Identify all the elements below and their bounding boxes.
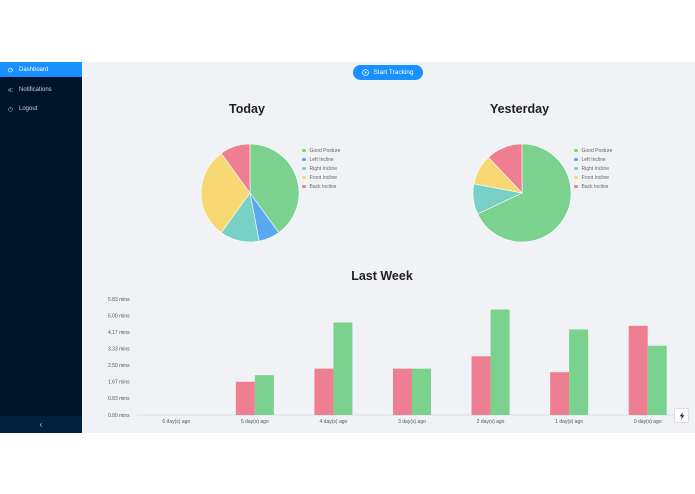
y-tick-label: 2.50 mins [108, 363, 130, 369]
y-tick-label: 0.00 mins [108, 413, 130, 419]
pie-slice-back-incline[interactable] [220, 143, 251, 194]
legend-item-right-incline[interactable]: Right Incline [302, 164, 340, 173]
legend-item-right-incline[interactable]: Right Incline [574, 164, 612, 173]
bar-series-0[interactable] [235, 381, 255, 415]
today-legend: Good Posture Left Incline Right Incline Fro… [302, 146, 340, 191]
logout-icon [8, 106, 13, 111]
legend-label: Good Posture [309, 147, 341, 154]
legend-swatch [574, 175, 578, 180]
sidebar-item-label: Dashboard [19, 66, 49, 73]
x-tick-label: 3 day(s) ago [398, 419, 426, 425]
y-tick-label: 5.83 mins [108, 297, 130, 303]
bar-series-1[interactable] [490, 309, 510, 415]
legend-swatch [302, 175, 306, 180]
quick-action-button[interactable] [674, 408, 689, 423]
pie-slice-good-posture[interactable] [249, 143, 300, 234]
legend-swatch [302, 166, 306, 171]
pie-slice-back-incline[interactable] [488, 143, 523, 194]
bar-series-0[interactable] [471, 356, 491, 415]
last-week-bar-chart: 0.00 mins 0.83 mins 1.67 mins 2.50 mins 3.33… [108, 297, 687, 425]
chevron-left-icon: ‹ [39, 420, 43, 429]
y-tick-label: 5.00 mins [108, 313, 130, 319]
legend-label: Front Incline [581, 174, 610, 181]
x-tick-label: 5 day(s) ago [241, 419, 269, 425]
bar-series-0[interactable] [393, 368, 412, 415]
legend-item-back-incline[interactable]: Back Incline [574, 182, 612, 191]
legend-swatch [574, 157, 578, 162]
y-tick-label: 1.67 mins [108, 380, 130, 386]
y-tick-label: 0.83 mins [108, 396, 130, 402]
legend-label: Left Incline [581, 156, 606, 163]
today-pie-chart [200, 143, 300, 243]
pie-slice-good-posture[interactable] [477, 143, 572, 243]
sidebar-item-notifications[interactable]: Notifications [0, 82, 82, 97]
x-tick-label: 6 day(s) ago [162, 419, 190, 425]
legend-item-front-incline[interactable]: Front Incline [574, 173, 612, 182]
sidebar: Dashboard Notifications Logout ‹ [0, 62, 82, 433]
legend-swatch [302, 148, 306, 153]
x-tick-label: 4 day(s) ago [320, 419, 348, 425]
legend-swatch [302, 184, 306, 189]
legend-swatch [574, 166, 578, 171]
sidebar-item-dashboard[interactable]: Dashboard [0, 62, 82, 77]
x-tick-label: 1 day(s) ago [555, 419, 583, 425]
bar-series-0[interactable] [550, 372, 570, 415]
x-tick-label: 2 day(s) ago [477, 419, 505, 425]
sidebar-item-label: Logout [19, 105, 38, 112]
dashboard-icon [8, 67, 13, 72]
legend-label: Good Posture [581, 147, 613, 154]
legend-label: Back Incline [581, 183, 609, 190]
x-tick-label: 0 day(s) ago [634, 419, 662, 425]
legend-item-good-posture[interactable]: Good Posture [302, 146, 340, 155]
dashboard-content: Start Tracking Today Good Posture Left In… [82, 62, 695, 433]
legend-item-back-incline[interactable]: Back Incline [302, 182, 340, 191]
bar-series-0[interactable] [314, 368, 334, 415]
yesterday-pie-chart [472, 143, 572, 243]
start-tracking-label: Start Tracking [373, 69, 414, 76]
bar-series-1[interactable] [254, 375, 274, 415]
lightning-icon [679, 411, 684, 420]
legend-item-front-incline[interactable]: Front Incline [302, 173, 340, 182]
sidebar-item-logout[interactable]: Logout [0, 101, 82, 116]
legend-label: Back Incline [309, 183, 337, 190]
legend-item-left-incline[interactable]: Left Incline [574, 155, 612, 164]
bar-series-1[interactable] [412, 368, 431, 415]
today-title: Today [229, 102, 265, 116]
sidebar-collapse-button[interactable]: ‹ [0, 416, 82, 433]
bar-series-1[interactable] [333, 322, 353, 415]
bar-series-1[interactable] [647, 345, 667, 415]
legend-label: Left Incline [309, 156, 334, 163]
legend-swatch [574, 148, 578, 153]
notification-icon [8, 87, 13, 92]
legend-label: Right Incline [581, 165, 610, 172]
legend-item-good-posture[interactable]: Good Posture [574, 146, 612, 155]
bar-series-1[interactable] [569, 329, 589, 415]
legend-swatch [574, 184, 578, 189]
legend-label: Right Incline [309, 165, 338, 172]
start-tracking-button[interactable]: Start Tracking [353, 65, 423, 80]
pie-slice-front-incline[interactable] [200, 152, 251, 234]
y-tick-label: 3.33 mins [108, 347, 130, 353]
yesterday-legend: Good Posture Left Incline Right Incline Fro… [574, 146, 612, 191]
sidebar-item-label: Notifications [19, 86, 52, 93]
last-week-title: Last Week [351, 269, 413, 283]
legend-swatch [302, 157, 306, 162]
bar-series-0[interactable] [628, 325, 648, 415]
yesterday-title: Yesterday [489, 102, 550, 116]
app-window: Dashboard Notifications Logout ‹ Start T… [0, 62, 695, 433]
legend-label: Front Incline [309, 174, 338, 181]
legend-item-left-incline[interactable]: Left Incline [302, 155, 340, 164]
play-circle-icon [362, 69, 370, 76]
y-tick-label: 4.17 mins [108, 330, 130, 336]
